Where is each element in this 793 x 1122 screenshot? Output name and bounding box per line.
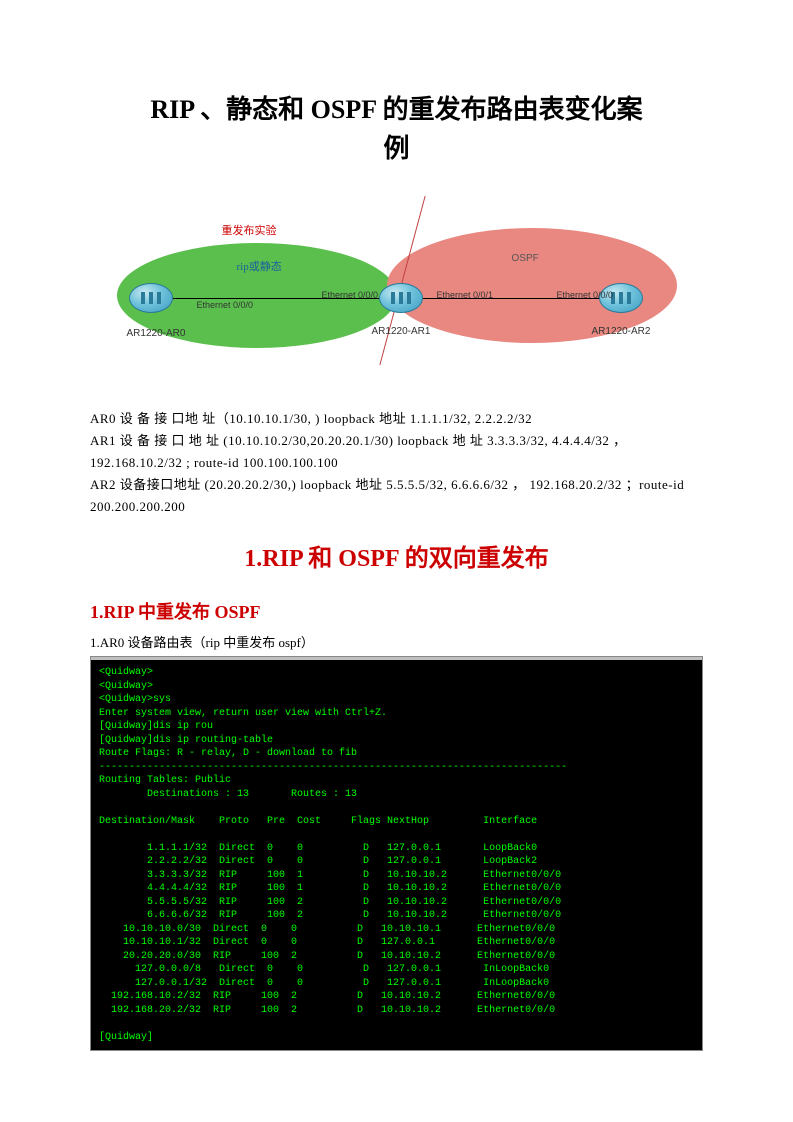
diagram-title-label: 重发布实验 xyxy=(222,222,277,238)
title-line-1: RIP 、静态和 OSPF 的重发布路由表变化案 xyxy=(150,95,642,124)
topology-diagram: 重发布实验 rip或静态 OSPF Ethernet 0/0/0 Etherne… xyxy=(117,198,677,378)
terminal-window: <Quidway> <Quidway> <Quidway>sys Enter s… xyxy=(90,656,703,1051)
router-ar1-icon xyxy=(379,283,423,313)
eth-ar2-label: Ethernet 0/0/0 xyxy=(557,290,614,300)
ar1-label: AR1220-AR1 xyxy=(372,326,431,337)
eth-ar0-label: Ethernet 0/0/0 xyxy=(197,300,254,310)
section-1-1-heading: 1.RIP 中重发布 OSPF xyxy=(90,598,703,624)
routing-table-caption: 1.AR0 设备路由表（rip 中重发布 ospf） xyxy=(90,632,703,651)
ar2-label: AR1220-AR2 xyxy=(592,326,651,337)
ar0-label: AR1220-AR0 xyxy=(127,328,186,339)
device-addresses-text: AR0 设 备 接 口地 址（10.10.10.1/30, ) loopback… xyxy=(90,408,703,518)
section-1-heading: 1.RIP 和 OSPF 的双向重发布 xyxy=(90,538,703,573)
terminal-output: <Quidway> <Quidway> <Quidway>sys Enter s… xyxy=(91,657,702,1050)
right-proto-label: OSPF xyxy=(512,253,539,264)
ar1-address-line: AR1 设 备 接 口 地 址 (10.10.10.2/30,20.20.20.… xyxy=(90,430,703,474)
eth-ar1-left-label: Ethernet 0/0/0 xyxy=(322,290,379,300)
router-ar0-icon xyxy=(129,283,173,313)
title-line-2: 例 xyxy=(383,134,409,163)
ar2-address-line: AR2 设备接口地址 (20.20.20.2/30,) loopback 地址 … xyxy=(90,474,703,518)
eth-ar1-right-label: Ethernet 0/0/1 xyxy=(437,290,494,300)
ar0-address-line: AR0 设 备 接 口地 址（10.10.10.1/30, ) loopback… xyxy=(90,408,703,430)
left-proto-label: rip或静态 xyxy=(237,258,282,274)
page-title: RIP 、静态和 OSPF 的重发布路由表变化案 例 xyxy=(90,90,703,168)
